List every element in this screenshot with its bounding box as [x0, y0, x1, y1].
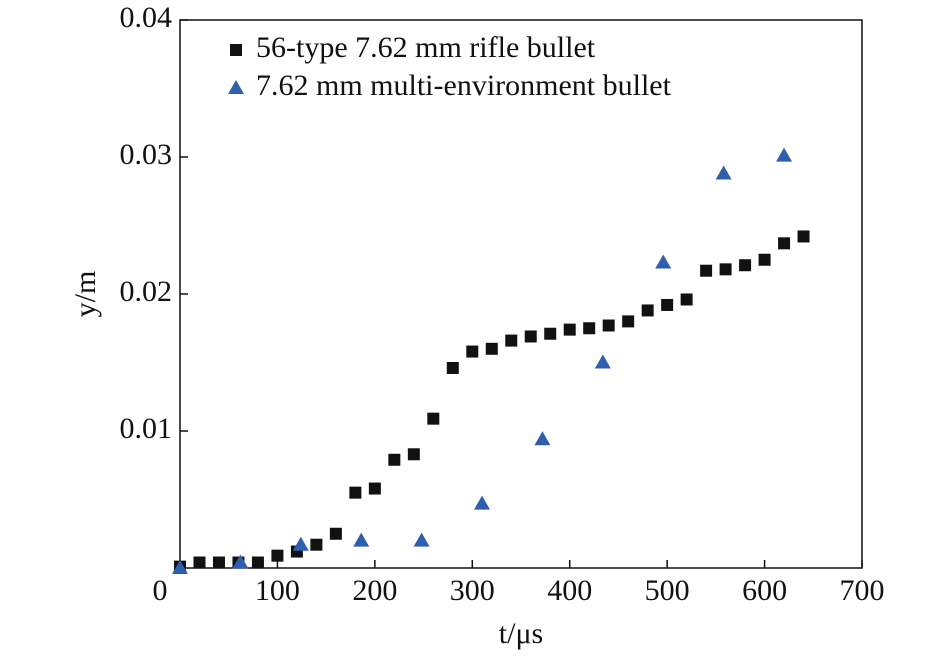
data-point	[232, 554, 249, 569]
data-point	[594, 354, 611, 369]
data-point	[353, 532, 370, 547]
data-point	[661, 298, 674, 311]
data-point	[778, 237, 791, 250]
y-tick-label: 0.01	[120, 412, 173, 445]
data-point	[719, 263, 732, 276]
legend-marker	[230, 44, 242, 56]
data-point	[407, 448, 420, 461]
data-point	[251, 556, 264, 569]
data-point	[271, 549, 284, 562]
x-tick-label: 700	[840, 574, 885, 607]
y-tick-label: 0.04	[120, 1, 173, 34]
data-point	[368, 482, 381, 495]
data-point	[622, 315, 635, 328]
x-tick-label: 500	[645, 574, 690, 607]
data-point	[466, 345, 479, 358]
plot-frame	[179, 19, 863, 569]
data-point	[388, 453, 401, 466]
legend-label: 56-type 7.62 mm rifle bullet	[256, 31, 596, 64]
data-point	[641, 304, 654, 317]
data-point	[655, 254, 672, 269]
data-point	[534, 431, 551, 446]
x-axis-label: t/μs	[499, 617, 543, 650]
data-point	[172, 560, 188, 574]
data-point	[602, 319, 615, 332]
data-point	[413, 532, 430, 547]
x-tick-label: 300	[450, 574, 495, 607]
data-point	[193, 556, 206, 569]
data-point	[544, 327, 557, 340]
data-point	[583, 322, 596, 335]
x-tick-label: 400	[547, 574, 592, 607]
y-tick-label: 0.03	[120, 138, 173, 171]
data-point	[524, 330, 537, 343]
data-point	[758, 253, 771, 266]
data-point	[292, 536, 309, 551]
data-point	[329, 527, 342, 540]
data-point	[427, 412, 440, 425]
legend-label: 7.62 mm multi-environment bullet	[256, 69, 672, 102]
x-tick-label: 600	[742, 574, 787, 607]
data-point	[715, 165, 732, 180]
data-point	[563, 323, 576, 336]
data-point	[349, 486, 362, 499]
data-point	[700, 264, 713, 277]
data-point	[680, 293, 693, 306]
data-point	[310, 538, 323, 551]
data-point	[446, 361, 459, 374]
data-point	[739, 259, 752, 272]
data-point	[474, 495, 491, 510]
y-tick-label: 0.02	[120, 275, 173, 308]
x-tick-label: 0	[153, 574, 168, 607]
data-point	[776, 147, 793, 162]
data-point	[485, 342, 498, 355]
data-point	[212, 556, 225, 569]
data-point	[797, 230, 810, 243]
x-tick-label: 100	[255, 574, 300, 607]
legend-marker	[228, 80, 244, 94]
data-point	[505, 334, 518, 347]
x-tick-label: 200	[352, 574, 397, 607]
y-axis-label: y/m	[69, 271, 102, 318]
